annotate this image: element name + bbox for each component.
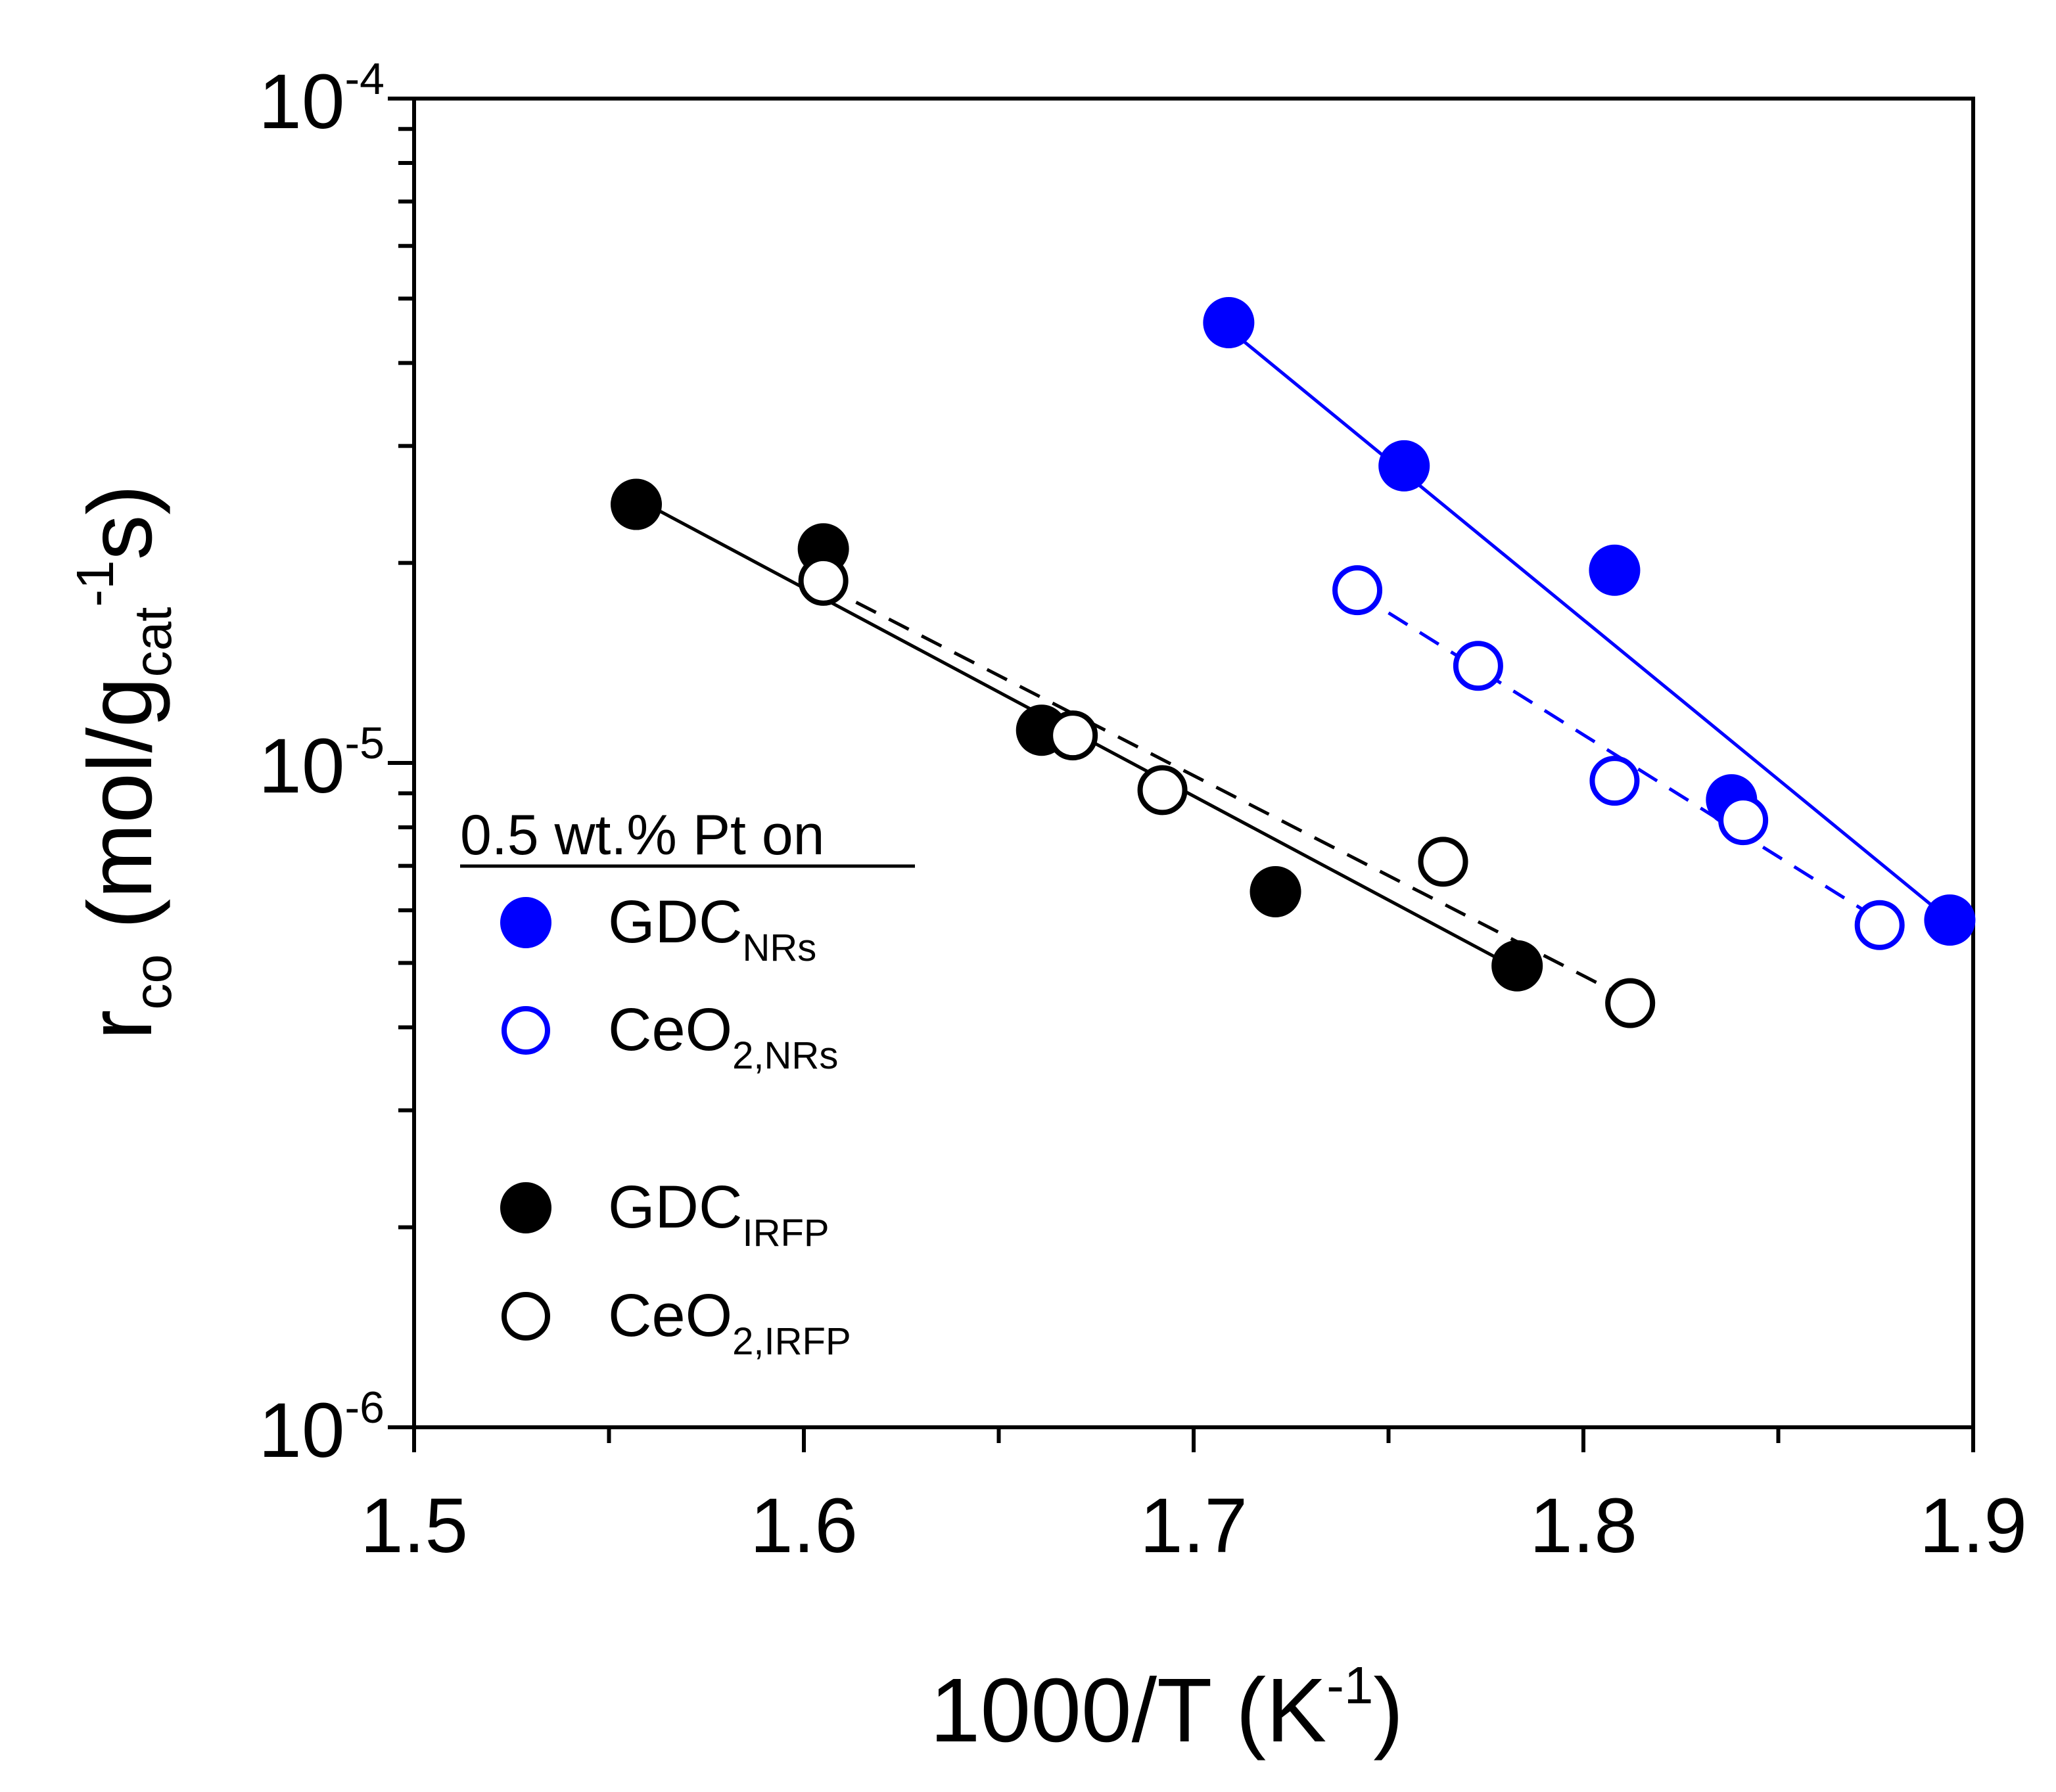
y-tick-labels: 10-4 10-5 10-6	[258, 54, 385, 1474]
data-point-gdc-irfp	[611, 478, 663, 530]
data-point-ceo2-nrs	[1718, 795, 1769, 846]
x-tick-label: 1.5	[360, 1482, 468, 1569]
data-point-gdc-nrs	[1924, 894, 1976, 946]
data-point-gdc-irfp	[1491, 940, 1543, 992]
y-tick-label: 10-4	[258, 54, 385, 145]
data-point-gdc-nrs	[1203, 296, 1255, 348]
legend-title: 0.5 wt.% Pt on	[460, 804, 825, 867]
data-point-ceo2-irfp	[1137, 765, 1188, 816]
data-point-gdc-nrs	[1589, 544, 1641, 596]
y-tick-label: 10-6	[258, 1383, 385, 1474]
x-tick-labels: 1.5 1.6 1.7 1.8 1.9	[360, 1482, 2027, 1569]
legend-marker-ceo2-irfp	[502, 1292, 550, 1341]
y-axis-title: rco (mol/gcat-1s)	[66, 484, 182, 1040]
x-tick-label: 1.7	[1140, 1482, 1248, 1569]
data-point-ceo2-irfp	[1048, 710, 1098, 761]
legend-label-gdc-nrs: GDCNRs	[608, 888, 816, 969]
data-markers	[611, 296, 1976, 1028]
data-point-ceo2-nrs	[1453, 641, 1503, 691]
data-point-ceo2-nrs	[1332, 565, 1383, 616]
legend-label-ceo2-nrs: CeO2,NRs	[608, 996, 838, 1077]
legend-marker-ceo2-nrs	[502, 1006, 550, 1055]
legend-label-ceo2-irfp: CeO2,IRFP	[608, 1282, 851, 1363]
legend-marker-gdc-nrs	[500, 897, 551, 948]
fit-line-gdc-nrs	[1219, 321, 1951, 922]
data-point-ceo2-nrs	[1589, 756, 1640, 806]
x-tick-label: 1.9	[1919, 1482, 2027, 1569]
data-point-ceo2-irfp	[798, 555, 849, 606]
data-point-ceo2-irfp	[1605, 978, 1656, 1028]
x-tick-label: 1.6	[750, 1482, 858, 1569]
legend-label-gdc-irfp: GDCIRFP	[608, 1174, 829, 1254]
legend: 0.5 wt.% Pt on GDCNRs CeO2,NRs GDCIRFP C…	[460, 804, 915, 1363]
y-tick-label: 10-5	[258, 718, 385, 810]
data-point-ceo2-nrs	[1854, 900, 1905, 950]
axis-ticks	[388, 97, 1975, 1452]
legend-marker-gdc-irfp	[500, 1182, 551, 1233]
data-point-gdc-irfp	[1250, 865, 1301, 917]
fit-line-ceo2-irfp	[822, 584, 1631, 1001]
x-tick-label: 1.8	[1530, 1482, 1637, 1569]
x-axis-title: 1000/T (K-1)	[930, 1656, 1404, 1761]
data-point-gdc-nrs	[1378, 440, 1430, 492]
data-point-ceo2-irfp	[1418, 837, 1468, 887]
